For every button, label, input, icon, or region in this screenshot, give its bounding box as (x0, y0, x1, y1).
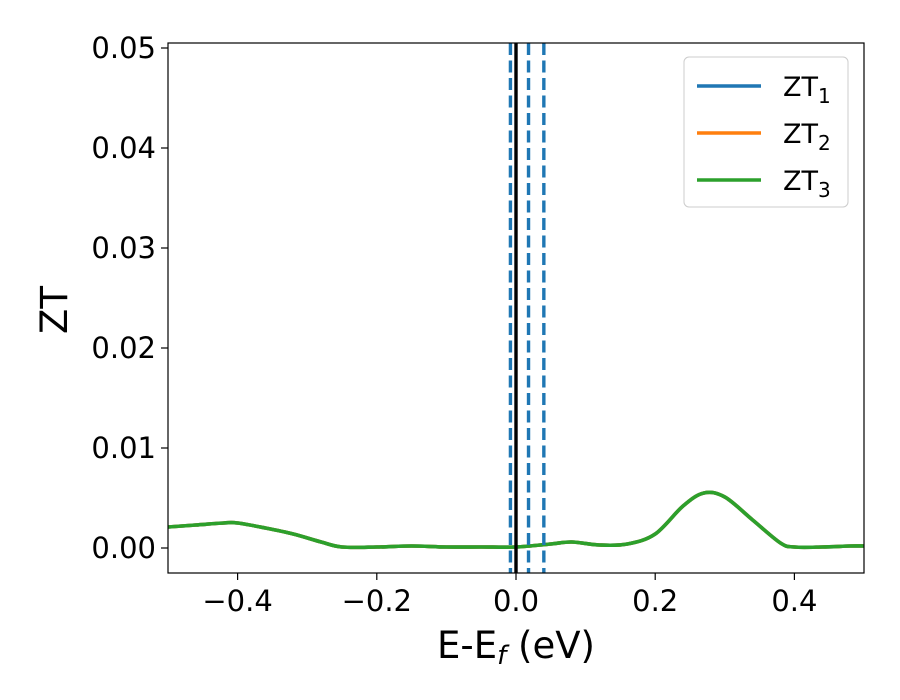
y-tick-label: 0.00 (91, 531, 156, 565)
x-tick-label: −0.4 (202, 584, 272, 618)
x-tick-label: 0.2 (632, 584, 678, 618)
x-axis-label-main: E-E (437, 624, 497, 667)
legend-label: ZT1 (783, 72, 831, 108)
y-tick-label: 0.03 (91, 231, 156, 265)
x-axis-ticks: −0.4 −0.2 0.0 0.2 0.4 (202, 573, 817, 618)
series-line-3 (168, 490, 864, 550)
x-axis-label-suffix: (eV) (506, 624, 595, 667)
x-tick-label: −0.2 (342, 584, 412, 618)
y-tick-label: 0.04 (91, 131, 156, 165)
legend-entry-1: ZT1 (697, 72, 831, 108)
y-tick-label: 0.05 (91, 31, 156, 65)
legend-box (683, 56, 849, 208)
y-axis-ticks: 0.00 0.01 0.02 0.03 0.04 0.05 (91, 31, 168, 565)
y-axis-label: ZT (33, 286, 76, 334)
legend: ZT1 ZT2 ZT3 (683, 56, 849, 208)
legend-label: ZT2 (783, 119, 831, 155)
legend-label: ZT3 (783, 166, 831, 202)
x-tick-label: 0.4 (771, 584, 817, 618)
y-tick-label: 0.02 (91, 331, 156, 365)
legend-entry-3: ZT3 (697, 166, 831, 202)
vertical-lines-layer (508, 43, 546, 573)
x-tick-label: 0.0 (493, 584, 539, 618)
legend-entry-2: ZT2 (697, 119, 831, 155)
series-layer (168, 490, 864, 550)
y-tick-label: 0.01 (91, 431, 156, 465)
x-axis-label: E-Ef (eV) (437, 624, 595, 671)
